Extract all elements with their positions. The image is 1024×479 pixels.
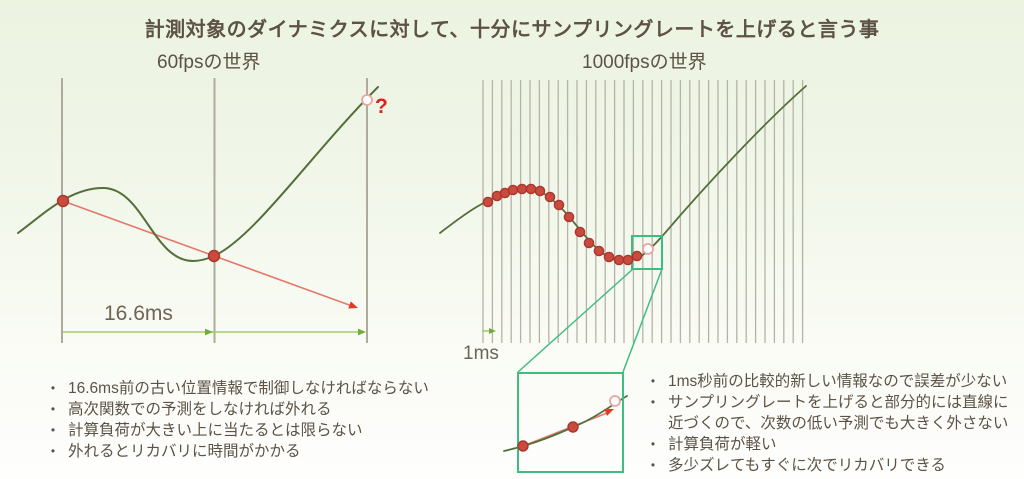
bullet-marker-icon: • — [650, 437, 656, 451]
bullet-item: • 高次関数での予測をしなければ外れる — [38, 399, 440, 420]
right-sample-dot — [622, 254, 634, 266]
right-measure-arrowhead — [489, 328, 496, 334]
prediction-question-mark: ? — [375, 95, 388, 118]
right-motion-curve — [439, 85, 807, 262]
right-sample-dot — [574, 226, 586, 238]
highlight-box — [631, 235, 663, 270]
left-motion-curve — [17, 86, 379, 263]
measure-arrowhead-end — [358, 328, 366, 336]
right-sample-dot — [593, 245, 605, 257]
zoom-connector-left — [517, 268, 634, 373]
bullet-item: • 計算負荷が大きい上に当たるとは限らない — [38, 420, 440, 441]
zoom-prediction-arrowhead — [604, 408, 614, 416]
left-prediction-arrowhead — [348, 301, 358, 309]
bullet-text: サンプリングレートを上げると部分的には直線に近づくので、次数の低い予測でも大きく… — [668, 394, 1009, 432]
bullet-marker-icon: • — [50, 423, 56, 437]
zoom-prediction-line — [522, 412, 608, 447]
bullet-marker-icon: • — [50, 444, 56, 458]
right-sample-dot — [525, 183, 537, 195]
left-predicted-dot — [361, 94, 373, 106]
zoom-sample-dot — [567, 421, 579, 433]
right-sample-dot — [613, 254, 625, 266]
bullet-text: 高次関数での予測をしなければ外れる — [68, 401, 332, 418]
bullet-item: • 16.6ms前の古い位置情報で制御しなければならない — [38, 378, 440, 399]
bullet-marker-icon: • — [650, 395, 656, 409]
bullet-marker-icon: • — [50, 402, 56, 416]
right-panel-heading: 1000fpsの世界 — [582, 52, 707, 73]
right-sample-dot — [563, 211, 575, 223]
bullet-item: • 多少ズレてもすぐに次でリカバリできる — [638, 455, 1018, 476]
left-sample-dot — [207, 249, 221, 263]
left-panel-heading: 60fpsの世界 — [157, 52, 261, 73]
bullet-text: 多少ズレてもすぐに次でリカバリできる — [668, 457, 946, 474]
bullet-item: • 1ms秒前の比較的新しい情報なので誤差が少ない — [638, 371, 1018, 392]
zoom-box — [517, 372, 624, 473]
right-sample-dot — [603, 251, 615, 263]
bullet-text: 計算負荷が大きい上に当たるとは限らない — [68, 422, 363, 439]
bullet-marker-icon: • — [650, 458, 656, 472]
right-sample-dot — [631, 250, 643, 262]
left-prediction-line — [62, 200, 353, 307]
right-sample-dot — [553, 199, 565, 211]
bullet-text: 計算負荷が軽い — [668, 436, 777, 453]
left-bullet-list: • 16.6ms前の古い位置情報で制御しなければならない • 高次関数での予測を… — [38, 378, 440, 462]
right-sample-dot — [534, 185, 546, 197]
bullet-text: 16.6ms前の古い位置情報で制御しなければならない — [68, 380, 429, 397]
zoom-sample-dot — [517, 440, 529, 452]
right-sample-dot — [507, 184, 519, 196]
bullet-text: 1ms秒前の比較的新しい情報なので誤差が少ない — [668, 373, 1008, 390]
zoom-connector-right — [622, 268, 663, 373]
right-predicted-dot — [642, 243, 654, 255]
bullet-item: • 外れるとリカバリに時間がかかる — [38, 441, 440, 462]
right-sample-dot — [544, 191, 556, 203]
left-sample-dot — [56, 194, 70, 208]
left-interval-label: 16.6ms — [104, 302, 173, 325]
right-bullet-list: • 1ms秒前の比較的新しい情報なので誤差が少ない • サンプリングレートを上げ… — [638, 371, 1018, 476]
bullet-item: • 計算負荷が軽い — [638, 434, 1018, 455]
bullet-text: 外れるとリカバリに時間がかかる — [68, 443, 301, 460]
slide-title: 計測対象のダイナミクスに対して、十分にサンプリングレートを上げると言う事 — [144, 19, 880, 41]
bullet-item: • サンプリングレートを上げると部分的には直線に近づくので、次数の低い予測でも大… — [638, 392, 1018, 434]
measure-arrowhead-mid — [205, 328, 213, 336]
zoom-predicted-dot — [609, 395, 621, 407]
right-sample-dot — [516, 183, 528, 195]
bullet-marker-icon: • — [650, 374, 656, 388]
right-interval-label: 1ms — [463, 343, 499, 364]
right-sample-dot — [482, 196, 494, 208]
right-sample-dot — [583, 237, 595, 249]
bullet-marker-icon: • — [50, 381, 56, 395]
